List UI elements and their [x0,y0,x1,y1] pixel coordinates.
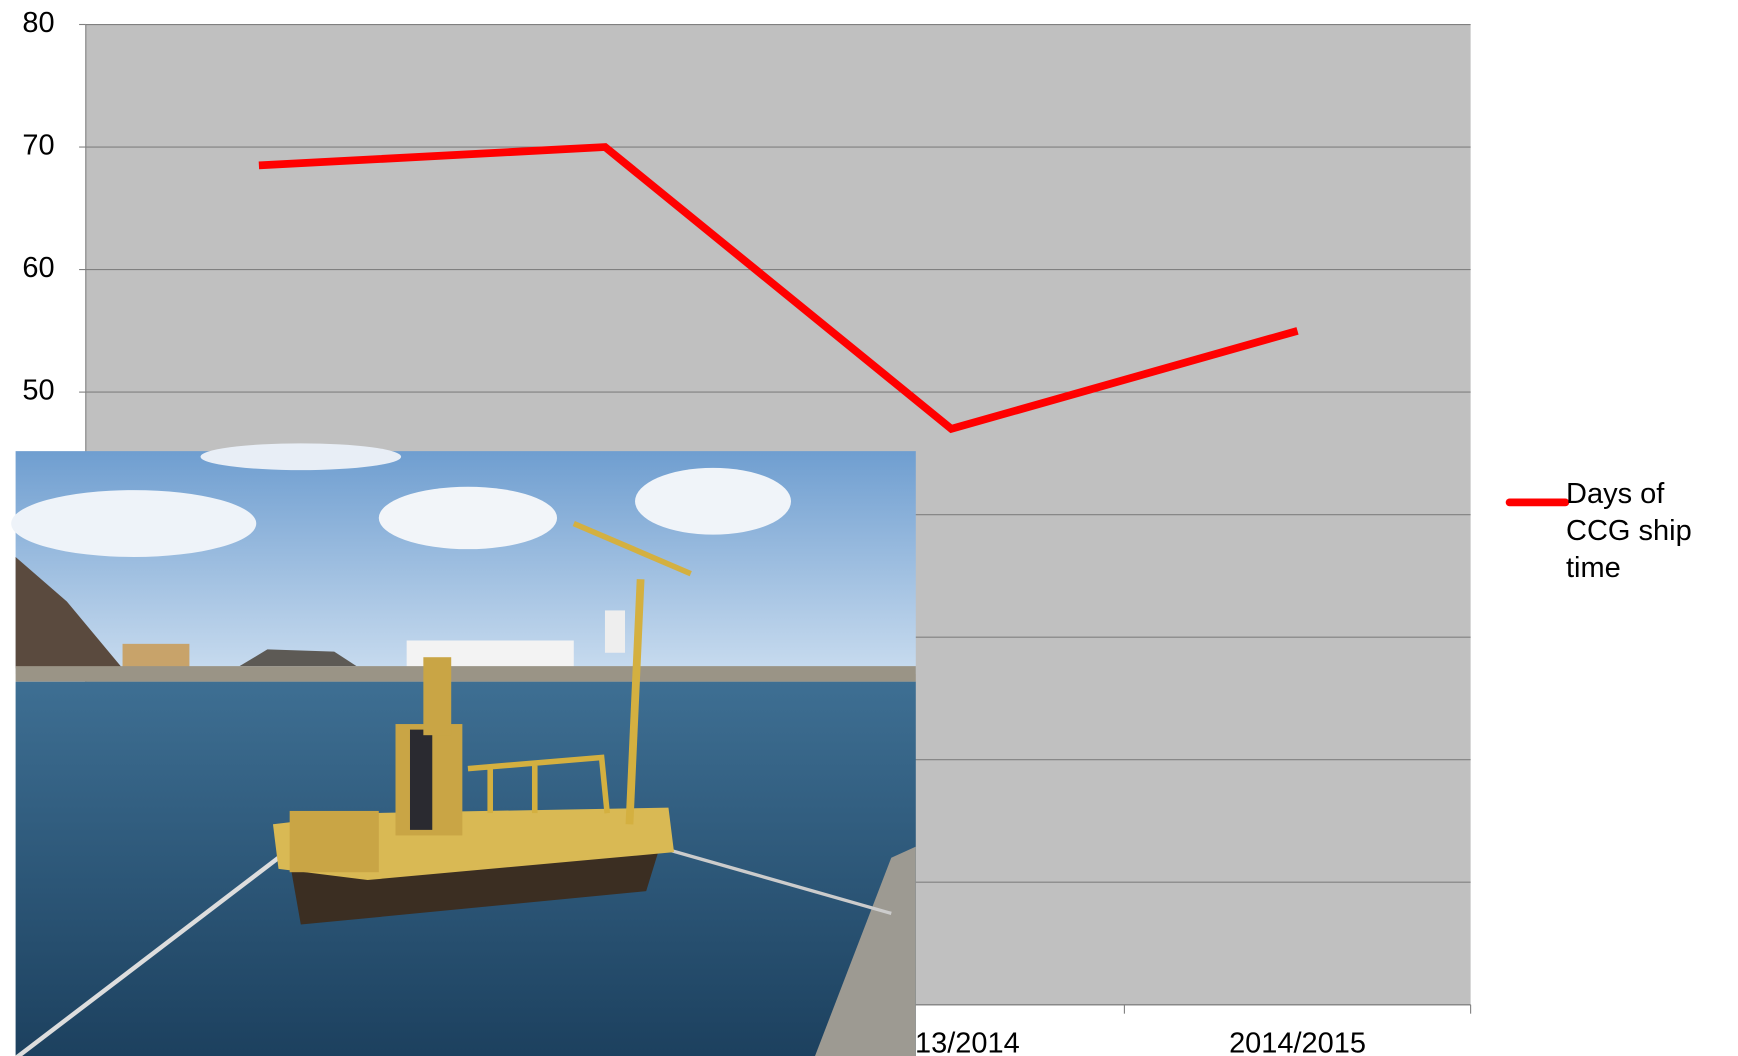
y-tick-label: 50 [22,375,54,407]
y-tick-label: 60 [22,252,54,284]
series-line [258,143,1299,434]
buoy-photo [11,443,916,1056]
y-tick-label: 70 [22,130,54,162]
y-tick-label: 80 [22,7,54,39]
legend-label: Days of CCG ship time [1566,478,1692,584]
x-tick-label: 2014/2015 [1229,1028,1366,1056]
